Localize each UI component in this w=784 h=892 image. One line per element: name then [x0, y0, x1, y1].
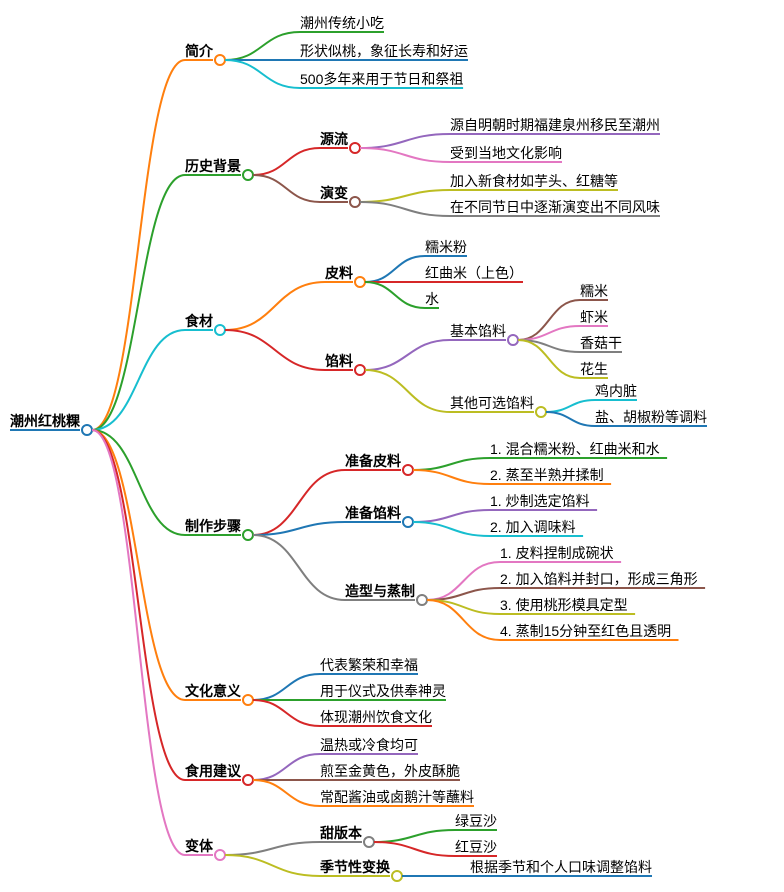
node-label: 甜版本 [320, 825, 363, 841]
node-circle [392, 871, 402, 881]
node-label: 食材 [185, 313, 213, 329]
node-label: 1. 炒制选定馅料 [490, 493, 590, 509]
node-circle [243, 170, 253, 180]
background [0, 0, 784, 892]
node-label: 皮料 [324, 265, 353, 281]
node-circle [364, 837, 374, 847]
node-circle [536, 407, 546, 417]
node-label: 4. 蒸制15分钟至红色且透明 [500, 623, 671, 639]
node-circle [417, 595, 427, 605]
node-label: 代表繁荣和幸福 [320, 657, 418, 673]
node-label: 馅料 [325, 353, 353, 369]
node-label: 糯米粉 [425, 239, 467, 255]
node-label: 2. 蒸至半熟并揉制 [490, 467, 604, 483]
node-label: 糯米 [580, 283, 608, 299]
node-label: 500多年来用于节日和祭祖 [300, 71, 463, 87]
node-circle [215, 850, 225, 860]
node-label: 2. 加入调味料 [490, 519, 576, 535]
node-circle [243, 775, 253, 785]
node-label: 源自明朝时期福建泉州移民至潮州 [450, 117, 660, 133]
mindmap-svg: 潮州红桃粿 简介 潮州传统小吃形状似桃，象征长寿和好运 500多年来用于节日和祭祖历史… [0, 0, 784, 892]
node-label: 造型与蒸制 [345, 583, 415, 599]
node-label: 虾米 [580, 309, 608, 325]
node-label: 温热或冷食均可 [320, 737, 418, 753]
node-label: 花生 [580, 361, 608, 377]
node-circle [215, 55, 225, 65]
node-circle [350, 143, 360, 153]
node-label: 常配酱油或卤鹅汁等蘸料 [320, 789, 474, 805]
node-label: 其他可选馅料 [450, 395, 534, 411]
node-label: 盐、胡椒粉等调料 [595, 409, 707, 425]
node-label: 煎至金黄色，外皮酥脆 [320, 763, 460, 779]
node-circle [355, 365, 365, 375]
node-label: 3. 使用桃形模具定型 [500, 597, 628, 613]
node-label: 绿豆沙 [455, 813, 497, 829]
node-label: 鸡内脏 [595, 383, 637, 399]
node-label: 简介 [185, 43, 214, 59]
node-circle [403, 465, 413, 475]
node-label: 水 [425, 291, 439, 307]
node-label: 体现潮州饮食文化 [320, 709, 432, 725]
node-label: 潮州红桃粿 [10, 413, 81, 429]
node-label: 红曲米（上色） [425, 265, 523, 281]
node-label: 准备馅料 [345, 505, 401, 521]
node-circle [355, 277, 365, 287]
mindmap-container: 潮州红桃粿 简介 潮州传统小吃形状似桃，象征长寿和好运 500多年来用于节日和祭祖历史… [0, 0, 784, 892]
node-label: 源流 [320, 131, 348, 147]
node-label: 加入新食材如芋头、红糖等 [450, 173, 618, 189]
node-label: 食用建议 [185, 763, 242, 779]
node-label: 在不同节日中逐渐演变出不同风味 [450, 199, 660, 215]
node-label: 演变 [320, 185, 348, 201]
node-label: 1. 皮料捏制成碗状 [500, 545, 614, 561]
node-circle [215, 325, 225, 335]
node-circle [508, 335, 518, 345]
node-label: 受到当地文化影响 [450, 145, 562, 161]
node-label: 根据季节和个人口味调整馅料 [470, 859, 652, 875]
node-label: 潮州传统小吃 [300, 15, 384, 31]
node-label: 2. 加入馅料并封口，形成三角形 [500, 571, 698, 587]
node-circle [243, 695, 253, 705]
node-label: 红豆沙 [455, 839, 497, 855]
node-label: 季节性变换 [319, 859, 391, 875]
node-label: 1. 混合糯米粉、红曲米和水 [490, 441, 660, 457]
node-label: 用于仪式及供奉神灵 [320, 683, 446, 699]
node-label: 历史背景 [185, 158, 241, 174]
node-circle [82, 425, 92, 435]
node-circle [350, 197, 360, 207]
node-circle [243, 530, 253, 540]
node-label: 变体 [185, 838, 214, 854]
node-circle [403, 517, 413, 527]
node-label: 准备皮料 [345, 453, 401, 469]
node-label: 制作步骤 [185, 518, 241, 534]
node-label: 文化意义 [185, 683, 241, 699]
node-label: 形状似桃，象征长寿和好运 [300, 43, 468, 59]
node-label: 香菇干 [580, 335, 622, 351]
node-label: 基本馅料 [450, 323, 506, 339]
